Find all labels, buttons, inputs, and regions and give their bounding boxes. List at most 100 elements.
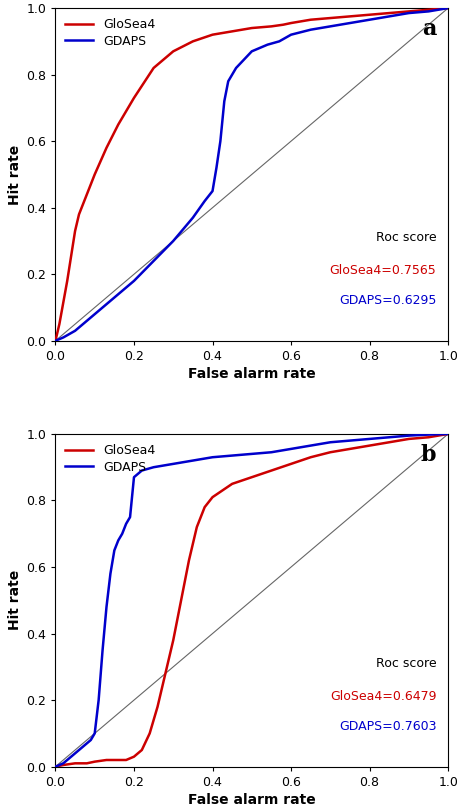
- GloSea4: [308, 453, 313, 462]
- GDAPS: [288, 444, 294, 454]
- GloSea4: [386, 8, 392, 18]
- GDAPS: [222, 96, 227, 106]
- GDAPS: [406, 431, 412, 441]
- GDAPS: [92, 729, 97, 738]
- GloSea4: [116, 755, 121, 765]
- Text: GDAPS=0.7603: GDAPS=0.7603: [339, 720, 436, 733]
- GDAPS: [386, 433, 392, 442]
- GDAPS: [92, 309, 97, 319]
- GDAPS: [190, 213, 196, 223]
- GloSea4: [308, 15, 313, 24]
- GDAPS: [367, 15, 372, 24]
- GloSea4: [190, 36, 196, 46]
- GDAPS: [202, 196, 207, 206]
- GDAPS: [72, 749, 78, 759]
- GDAPS: [210, 453, 215, 462]
- GDAPS: [84, 316, 90, 326]
- Y-axis label: Hit rate: Hit rate: [8, 144, 22, 204]
- GloSea4: [151, 63, 156, 73]
- GloSea4: [347, 11, 353, 21]
- GloSea4: [210, 30, 215, 40]
- GloSea4: [131, 752, 137, 762]
- GloSea4: [406, 6, 412, 16]
- GDAPS: [139, 466, 145, 475]
- GloSea4: [147, 729, 152, 738]
- GloSea4: [269, 22, 274, 31]
- GloSea4: [103, 143, 109, 153]
- GloSea4: [186, 555, 192, 565]
- GloSea4: [367, 441, 372, 450]
- GDAPS: [123, 519, 129, 529]
- GDAPS: [103, 602, 109, 612]
- GDAPS: [131, 276, 137, 286]
- GDAPS: [308, 25, 313, 35]
- GDAPS: [151, 256, 156, 266]
- GDAPS: [72, 326, 78, 336]
- GloSea4: [426, 5, 432, 15]
- GDAPS: [218, 136, 223, 146]
- GloSea4: [65, 276, 70, 286]
- GloSea4: [367, 10, 372, 19]
- GDAPS: [112, 546, 117, 555]
- GloSea4: [92, 757, 97, 767]
- GloSea4: [426, 433, 432, 442]
- GDAPS: [367, 434, 372, 444]
- GloSea4: [61, 760, 66, 770]
- Text: GloSea4=0.7565: GloSea4=0.7565: [329, 264, 436, 278]
- GDAPS: [213, 163, 219, 173]
- GloSea4: [103, 755, 109, 765]
- GloSea4: [53, 762, 58, 771]
- GloSea4: [123, 755, 129, 765]
- GDAPS: [119, 529, 125, 538]
- GDAPS: [308, 441, 313, 450]
- GloSea4: [72, 759, 78, 768]
- Text: b: b: [421, 444, 436, 466]
- GloSea4: [131, 93, 137, 102]
- GDAPS: [170, 236, 176, 246]
- Line: GDAPS: GDAPS: [55, 434, 448, 767]
- GloSea4: [92, 169, 97, 179]
- GloSea4: [347, 444, 353, 454]
- GloSea4: [116, 119, 121, 129]
- Line: GloSea4: GloSea4: [55, 434, 448, 767]
- GDAPS: [116, 536, 121, 546]
- GDAPS: [276, 36, 282, 46]
- Line: GloSea4: GloSea4: [55, 8, 448, 341]
- GloSea4: [72, 226, 78, 236]
- GloSea4: [249, 472, 255, 482]
- GloSea4: [202, 502, 207, 512]
- GloSea4: [328, 447, 333, 457]
- GloSea4: [288, 459, 294, 469]
- GDAPS: [108, 569, 113, 579]
- Line: GDAPS: GDAPS: [55, 8, 448, 341]
- GDAPS: [288, 30, 294, 40]
- GDAPS: [103, 299, 109, 309]
- GDAPS: [88, 735, 93, 745]
- GloSea4: [155, 702, 160, 712]
- GDAPS: [100, 646, 105, 655]
- Text: Roc score: Roc score: [376, 231, 436, 244]
- GDAPS: [328, 22, 333, 31]
- GDAPS: [229, 451, 235, 461]
- Text: GDAPS=0.6295: GDAPS=0.6295: [339, 295, 436, 307]
- GDAPS: [80, 742, 86, 751]
- GDAPS: [96, 696, 102, 705]
- GDAPS: [131, 472, 137, 482]
- GloSea4: [406, 434, 412, 444]
- Text: GloSea4=0.6479: GloSea4=0.6479: [330, 690, 436, 703]
- GloSea4: [445, 429, 451, 439]
- GDAPS: [265, 40, 270, 49]
- GDAPS: [210, 186, 215, 196]
- GDAPS: [347, 436, 353, 445]
- GloSea4: [84, 190, 90, 199]
- GloSea4: [288, 19, 294, 28]
- X-axis label: False alarm rate: False alarm rate: [188, 367, 316, 381]
- GDAPS: [347, 19, 353, 28]
- GDAPS: [445, 429, 451, 439]
- Text: a: a: [422, 18, 436, 40]
- GDAPS: [190, 456, 196, 466]
- GloSea4: [229, 479, 235, 489]
- GDAPS: [53, 762, 58, 771]
- GloSea4: [178, 596, 184, 605]
- GloSea4: [170, 635, 176, 645]
